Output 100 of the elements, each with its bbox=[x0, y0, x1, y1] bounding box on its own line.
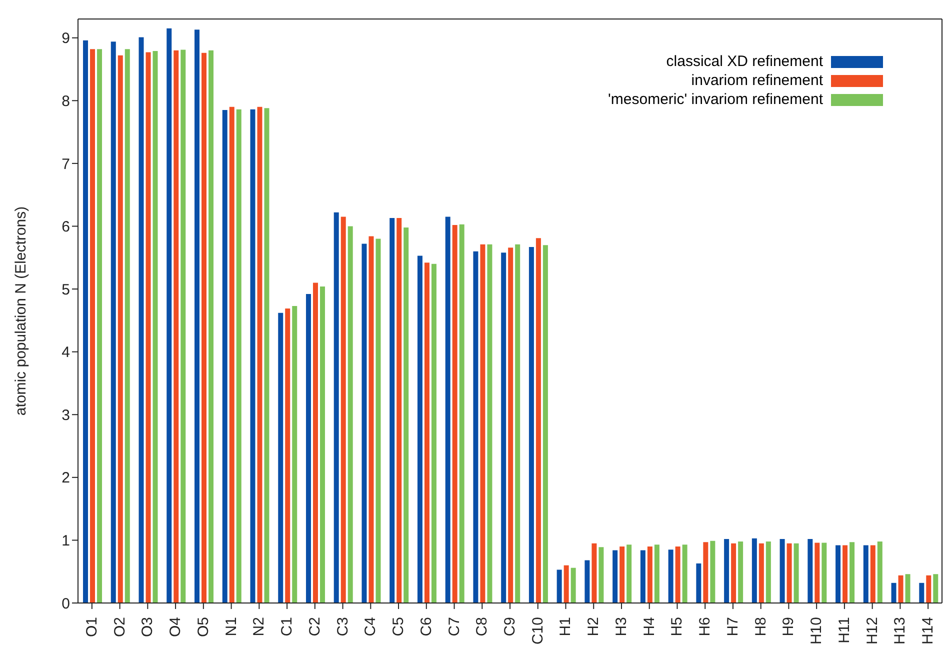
bar bbox=[264, 108, 270, 603]
bar bbox=[905, 574, 910, 603]
x-tick-label: H11 bbox=[836, 617, 853, 644]
y-tick-label: 3 bbox=[62, 406, 70, 424]
bar bbox=[870, 545, 876, 603]
bar bbox=[424, 262, 430, 603]
x-tick-label: H9 bbox=[780, 617, 798, 636]
x-tick-label: H1 bbox=[557, 617, 574, 636]
bar bbox=[536, 238, 541, 603]
bar bbox=[146, 52, 151, 603]
bar bbox=[257, 106, 262, 603]
bar bbox=[542, 245, 548, 603]
y-tick-label: 9 bbox=[62, 30, 70, 48]
bar bbox=[738, 541, 744, 603]
bar bbox=[174, 50, 179, 603]
y-tick-label: 7 bbox=[62, 156, 70, 173]
bar bbox=[836, 545, 841, 603]
legend-label: invariom refinement bbox=[691, 72, 823, 89]
bar bbox=[654, 544, 660, 603]
x-tick-label: C4 bbox=[362, 617, 380, 636]
bar bbox=[124, 49, 130, 603]
x-tick-label: C8 bbox=[474, 617, 491, 636]
bar bbox=[808, 538, 813, 603]
bar bbox=[528, 246, 534, 603]
bar bbox=[236, 109, 242, 603]
bar bbox=[640, 550, 646, 603]
bar bbox=[320, 286, 325, 603]
bar bbox=[459, 224, 464, 603]
bar bbox=[180, 50, 186, 603]
y-tick-label: 0 bbox=[62, 595, 70, 612]
x-tick-label: H7 bbox=[724, 617, 742, 636]
bar bbox=[340, 216, 346, 603]
x-tick-label: H14 bbox=[920, 617, 937, 645]
bar bbox=[292, 306, 298, 603]
bar bbox=[647, 546, 652, 603]
x-tick-label: H12 bbox=[864, 617, 881, 645]
x-tick-label: H4 bbox=[640, 617, 658, 636]
bar bbox=[368, 236, 374, 603]
bar bbox=[417, 256, 422, 603]
y-tick-label: 4 bbox=[62, 344, 70, 362]
x-tick-label: O4 bbox=[167, 617, 184, 638]
x-tick-label: C6 bbox=[418, 617, 435, 636]
bar bbox=[786, 543, 792, 603]
bar bbox=[250, 109, 256, 603]
bar bbox=[877, 541, 882, 603]
bar bbox=[626, 544, 632, 603]
bar bbox=[822, 542, 827, 603]
x-tick-label: H13 bbox=[892, 617, 909, 645]
x-tick-label: C7 bbox=[446, 617, 463, 636]
bar bbox=[348, 226, 353, 603]
bar bbox=[152, 51, 158, 603]
bar bbox=[118, 55, 123, 603]
x-tick-label: H2 bbox=[585, 617, 602, 636]
x-tick-label: C9 bbox=[502, 617, 518, 636]
x-tick-label: N2 bbox=[250, 617, 268, 636]
bar bbox=[508, 248, 514, 603]
bar bbox=[598, 547, 604, 603]
bar bbox=[334, 212, 339, 603]
bar bbox=[731, 543, 736, 603]
bar bbox=[285, 308, 290, 603]
bar bbox=[138, 37, 144, 603]
bar bbox=[166, 28, 172, 603]
bar bbox=[487, 244, 492, 603]
bar bbox=[278, 312, 284, 603]
bar bbox=[194, 30, 200, 603]
y-tick-label: 8 bbox=[62, 92, 70, 110]
bar bbox=[376, 238, 381, 603]
bar bbox=[842, 545, 848, 603]
legend-label: classical XD refinement bbox=[666, 53, 823, 70]
bar bbox=[306, 294, 311, 603]
bar bbox=[620, 546, 625, 603]
bar bbox=[564, 565, 569, 603]
x-tick-label: H10 bbox=[808, 617, 826, 645]
bar bbox=[584, 560, 590, 603]
x-tick-label: C5 bbox=[390, 617, 408, 636]
bar bbox=[480, 244, 486, 603]
x-tick-label: O3 bbox=[139, 617, 156, 638]
bar bbox=[390, 218, 395, 603]
bar bbox=[752, 538, 757, 603]
bar bbox=[758, 543, 764, 603]
bar bbox=[229, 106, 234, 603]
bar bbox=[110, 42, 116, 603]
bar bbox=[919, 582, 924, 603]
bar bbox=[515, 244, 520, 603]
x-tick-label: O2 bbox=[111, 617, 128, 638]
bar bbox=[362, 244, 367, 603]
bar bbox=[312, 282, 318, 603]
bar bbox=[445, 216, 450, 603]
bar bbox=[703, 542, 708, 603]
x-tick-label: H5 bbox=[668, 617, 686, 636]
bar bbox=[404, 227, 409, 603]
x-tick-label: N1 bbox=[222, 617, 240, 636]
bar bbox=[863, 545, 868, 603]
bar bbox=[933, 574, 938, 603]
y-axis-title: atomic population N (Electrons) bbox=[12, 206, 30, 416]
bar bbox=[202, 52, 206, 603]
y-tick-label: 2 bbox=[62, 470, 70, 487]
y-tick-label: 5 bbox=[62, 281, 70, 298]
bar bbox=[208, 50, 214, 603]
x-tick-label: O1 bbox=[83, 617, 100, 638]
